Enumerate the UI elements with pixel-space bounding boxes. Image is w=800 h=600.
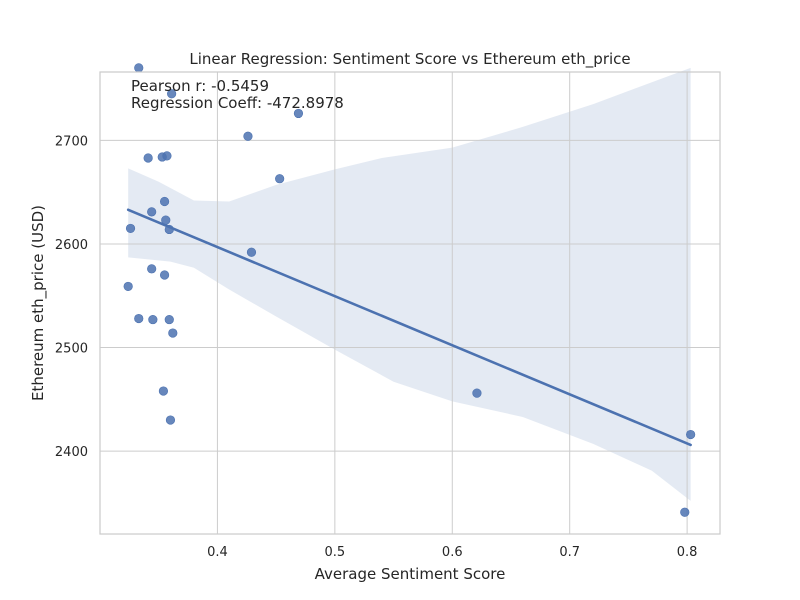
x-tick-labels: 0.4 0.5 0.6 0.7 0.8 (207, 545, 697, 560)
scatter-point (134, 63, 144, 73)
scatter-point (164, 314, 174, 325)
scatter-point (161, 215, 171, 225)
scatter-point (686, 429, 696, 440)
regression-coeff-annotation: Regression Coeff: -472.8978 (131, 94, 344, 112)
scatter-point (246, 247, 257, 257)
grid-layer (100, 72, 720, 534)
plot-frame (99, 71, 721, 535)
scatter-point (125, 223, 136, 234)
y-axis-label: Ethereum eth_price (USD) (29, 205, 48, 401)
x-tick-label: 0.6 (442, 545, 463, 560)
scatter-point (134, 313, 144, 324)
scatter-point (159, 196, 170, 207)
y-tick-label: 2700 (55, 134, 88, 149)
scatter-point (168, 328, 178, 338)
scatter-point (162, 151, 172, 161)
scatter-point (159, 270, 170, 280)
scatter-point (123, 281, 133, 292)
y-tick-label: 2500 (55, 342, 88, 357)
scatter-point (164, 224, 174, 235)
y-tick-label: 2600 (55, 238, 88, 253)
scatter-points-layer (123, 63, 696, 517)
scatter-point (275, 174, 285, 184)
x-axis-label: Average Sentiment Score (315, 565, 506, 583)
scatter-point (158, 386, 169, 396)
chart-title: Linear Regression: Sentiment Score vs Et… (189, 50, 630, 69)
scatter-point (167, 89, 177, 99)
scatter-point (472, 388, 482, 398)
scatter-point (143, 153, 153, 163)
x-tick-label: 0.5 (325, 545, 346, 560)
x-tick-label: 0.4 (207, 545, 228, 560)
x-tick-label: 0.7 (559, 545, 580, 560)
regression-line-layer (126, 208, 692, 447)
y-tick-labels: 2400 2500 2600 2700 (55, 134, 88, 460)
scatter-point (165, 415, 176, 425)
scatter-point (147, 264, 157, 274)
scatter-point (147, 207, 157, 217)
scatter-point (293, 108, 304, 119)
x-tick-label: 0.8 (677, 545, 698, 560)
scatter-point (148, 314, 158, 325)
confidence-band-layer (128, 67, 691, 501)
y-tick-label: 2400 (55, 445, 88, 460)
pearson-annotation: Pearson r: -0.5459 (131, 77, 269, 95)
scatter-point (680, 507, 690, 517)
regression-line (126, 208, 692, 447)
scatter-point (243, 131, 253, 141)
confidence-band (128, 67, 691, 501)
